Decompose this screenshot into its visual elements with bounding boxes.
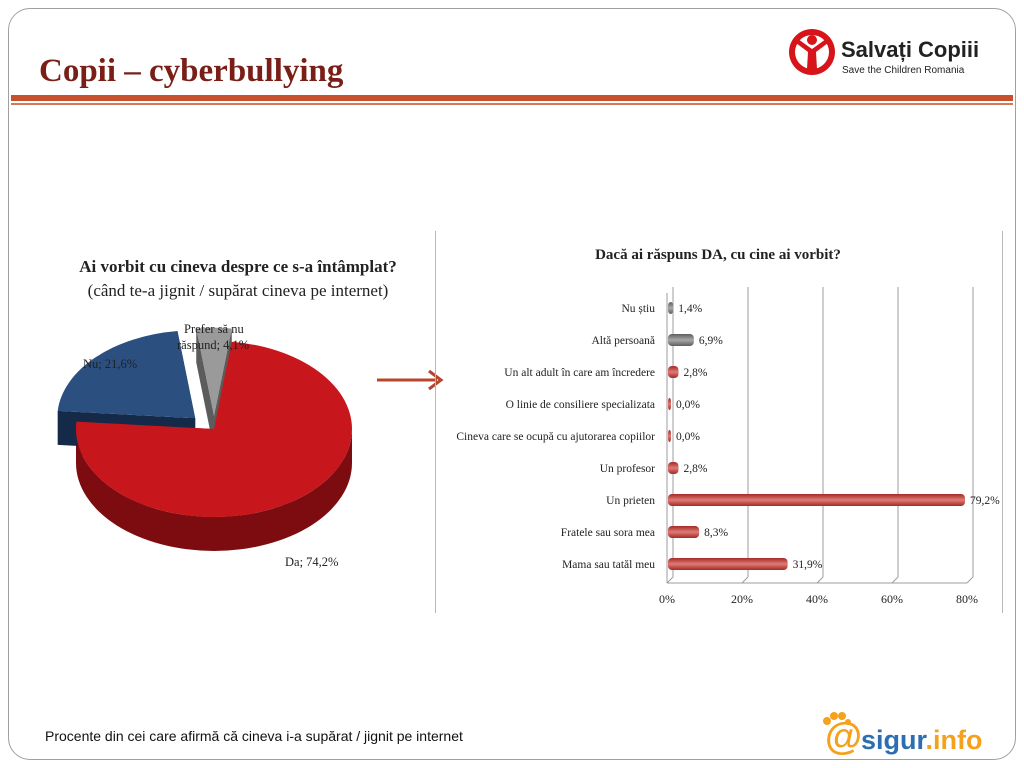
x-tick-label: 40%: [806, 592, 828, 606]
bar-value-label: 31,9%: [793, 559, 823, 571]
pie-label-prefer-line1: Prefer să nu: [184, 322, 244, 336]
org-subtitle: Save the Children Romania: [842, 65, 965, 76]
salvati-copiii-logo: Salvați Copiii Save the Children Romania: [785, 19, 1005, 83]
pie-slice-da-side: [76, 429, 352, 551]
bar: [668, 526, 700, 538]
site-name: sigur.info: [861, 725, 983, 755]
bar-chart: 0% 20% 40% 60% 80% Nu știu 1,4% Altă persoană 6,…: [456, 287, 1000, 606]
bar: [668, 430, 671, 442]
at-sign-icon: @: [825, 716, 863, 758]
title-rule: [11, 95, 1013, 101]
paw-icon: [823, 712, 851, 725]
category-label: Nu știu: [621, 303, 655, 315]
bar: [668, 302, 674, 314]
bar-value-label: 2,8%: [684, 367, 708, 379]
bar-chart-title: Dacă ai răspuns DA, cu cine ai vorbit?: [595, 247, 841, 263]
pie-chart-title: Ai vorbit cu cineva despre ce s-a întâmp…: [79, 257, 397, 276]
category-label: Fratele sau sora mea: [561, 527, 655, 539]
category-label: Un prieten: [606, 495, 655, 507]
pie-label-prefer-line2: răspund; 4,1%: [177, 338, 250, 352]
bar: [668, 334, 694, 346]
footer-note: Procente din cei care afirmă că cineva i…: [45, 728, 463, 744]
category-label: Altă persoană: [591, 335, 655, 347]
bar-value-label: 2,8%: [684, 463, 708, 475]
pie-slice-prefer-edge: [196, 328, 214, 450]
bar: [668, 462, 679, 474]
x-tick-label: 60%: [881, 592, 903, 606]
bar-value-label: 1,4%: [678, 303, 702, 315]
org-name: Salvați Copiii: [841, 37, 980, 62]
bar-value-label: 0,0%: [676, 399, 700, 411]
gridline-foot: [741, 576, 749, 584]
category-label: Mama sau tatăl meu: [562, 559, 655, 571]
gridline-foot: [666, 576, 674, 584]
bar-value-label: 0,0%: [676, 431, 700, 443]
pie-chart-subtitle: (când te-a jignit / supărat cineva pe in…: [87, 281, 389, 300]
arrow-right-icon: [377, 369, 444, 391]
bar: [668, 398, 671, 410]
bar-value-label: 6,9%: [699, 335, 723, 347]
x-tick-label: 20%: [731, 592, 753, 606]
bar-value-label: 79,2%: [970, 495, 1000, 507]
x-tick-label: 0%: [659, 592, 675, 606]
gridline-foot: [966, 576, 974, 584]
bar: [668, 366, 679, 378]
category-label: Un profesor: [600, 463, 655, 475]
slide-title: Copii – cyberbullying: [39, 53, 344, 89]
gridline-foot: [891, 576, 899, 584]
bar-chart-panel: [435, 231, 1003, 613]
child-emblem-icon: [789, 29, 835, 75]
pie-label-da: Da; 74,2%: [285, 555, 339, 569]
pie-slice-da: [76, 341, 353, 517]
bar-value-label: 8,3%: [704, 527, 728, 539]
site-prefix: sigur: [861, 725, 926, 755]
category-label: Cineva care se ocupă cu ajutorarea copii…: [456, 431, 655, 443]
pie-chart: [57, 327, 353, 551]
site-suffix: .info: [925, 725, 983, 755]
slide: Copii – cyberbullying Salvați Copiii Sav…: [8, 8, 1016, 760]
bar: [668, 558, 788, 570]
x-tick-label: 80%: [956, 592, 978, 606]
bar: [668, 494, 965, 506]
pie-slice-nu: [57, 330, 196, 419]
sigur-info-logo: @ sigur.info: [819, 712, 1004, 759]
pie-slice-prefer: [196, 327, 232, 416]
gridline-foot: [816, 576, 824, 584]
category-label: Un alt adult în care am încredere: [504, 367, 655, 379]
category-label: O linie de consiliere specializata: [506, 399, 655, 411]
title-rule-thin: [11, 103, 1013, 105]
pie-label-nu: Nu; 21,6%: [83, 357, 138, 371]
